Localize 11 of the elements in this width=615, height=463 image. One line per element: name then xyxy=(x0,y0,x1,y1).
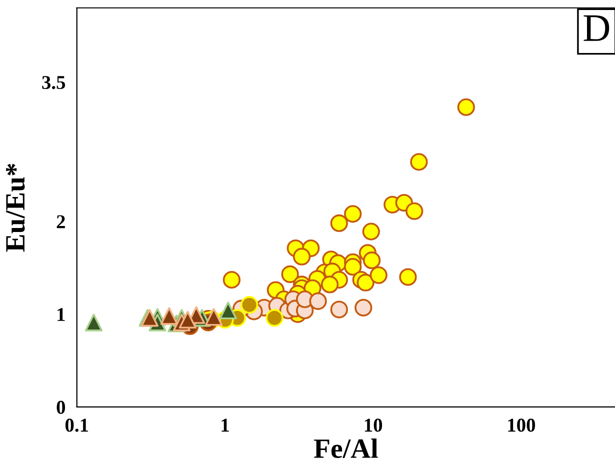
x-axis-title: Fe/Al xyxy=(314,438,378,458)
y-axis-title: Eu/Eu* xyxy=(6,164,25,252)
annotation: D xyxy=(584,15,610,41)
x-tick-label: 1 xyxy=(222,418,229,432)
y-tick-label: 0 xyxy=(56,400,66,414)
y-tick-label: 1 xyxy=(58,308,65,321)
x-tick-label: 10 xyxy=(364,418,382,432)
y-tick-label: 3.5 xyxy=(42,76,66,90)
y-tick-label: 2 xyxy=(56,215,65,228)
x-tick-label: 0.1 xyxy=(65,418,88,432)
x-tick-label: 100 xyxy=(508,418,536,432)
